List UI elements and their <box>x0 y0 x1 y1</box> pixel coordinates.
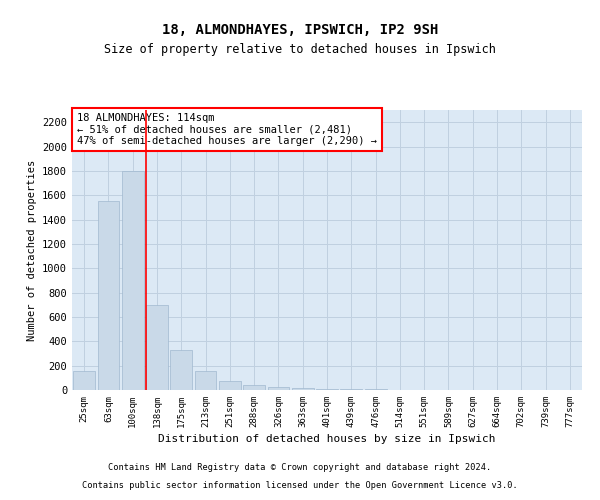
Y-axis label: Number of detached properties: Number of detached properties <box>26 160 37 340</box>
Bar <box>146 305 168 390</box>
Text: 18, ALMONDHAYES, IPSWICH, IP2 9SH: 18, ALMONDHAYES, IPSWICH, IP2 9SH <box>162 22 438 36</box>
Bar <box>268 387 289 390</box>
X-axis label: Distribution of detached houses by size in Ipswich: Distribution of detached houses by size … <box>158 434 496 444</box>
Bar <box>243 384 265 390</box>
Bar <box>97 202 119 390</box>
Bar <box>292 388 314 390</box>
Bar <box>316 388 338 390</box>
Bar <box>73 370 95 390</box>
Bar <box>170 350 192 390</box>
Text: Size of property relative to detached houses in Ipswich: Size of property relative to detached ho… <box>104 42 496 56</box>
Text: Contains HM Land Registry data © Crown copyright and database right 2024.: Contains HM Land Registry data © Crown c… <box>109 464 491 472</box>
Text: 18 ALMONDHAYES: 114sqm
← 51% of detached houses are smaller (2,481)
47% of semi-: 18 ALMONDHAYES: 114sqm ← 51% of detached… <box>77 113 377 146</box>
Text: Contains public sector information licensed under the Open Government Licence v3: Contains public sector information licen… <box>82 481 518 490</box>
Bar <box>219 381 241 390</box>
Bar <box>194 370 217 390</box>
Bar <box>122 171 143 390</box>
Bar <box>340 389 362 390</box>
